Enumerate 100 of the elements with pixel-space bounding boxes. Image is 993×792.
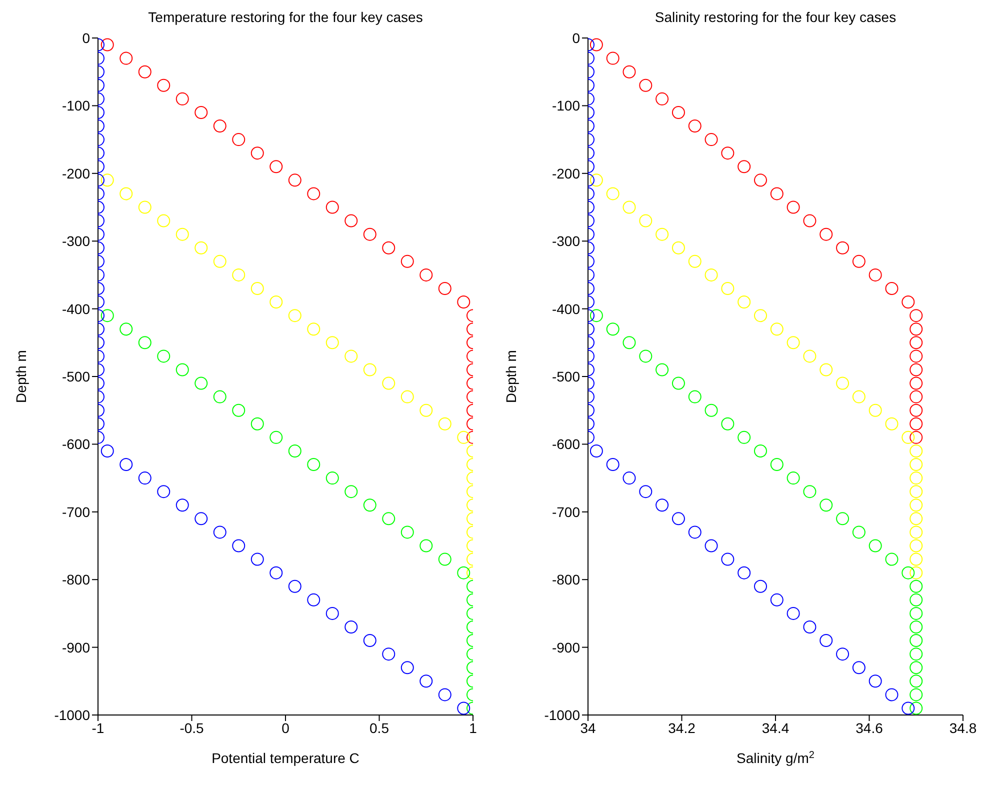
point [910,322,923,336]
point [836,241,850,254]
point [754,444,767,458]
point [363,498,376,512]
point [868,268,882,282]
point [656,228,669,241]
point [910,512,923,526]
point [910,417,923,430]
point [910,593,923,606]
point [606,52,620,65]
point [288,444,302,458]
point [910,674,923,688]
point [836,512,850,526]
point [688,390,702,404]
point [213,254,226,268]
chart-title: Temperature restoring for the four key cases [148,9,423,25]
point [639,350,652,363]
point [786,200,800,214]
point [820,498,833,512]
point [590,309,603,322]
point [910,363,923,376]
point [232,404,246,417]
y-tick-label: -800 [552,572,580,588]
point [910,580,923,593]
y-tick-label: -400 [552,300,580,317]
point [656,92,669,106]
point [910,376,923,390]
y-tick-label: -100 [62,98,90,114]
point [704,268,718,282]
point [270,296,283,309]
point [910,336,923,350]
y-tick-label: -700 [62,504,90,520]
x-tick-label: -1 [92,720,104,736]
point [326,472,339,485]
y-tick-label: -200 [62,165,90,182]
point [885,282,898,295]
point [910,661,923,674]
point [307,322,320,336]
point [868,539,882,552]
point [213,120,226,133]
point [910,444,923,458]
point [606,187,620,200]
point [868,404,882,417]
point [786,472,800,485]
point [852,254,866,268]
x-axis-title: Potential temperature C [212,750,360,766]
point [770,458,784,472]
y-tick-label: -400 [62,300,90,317]
y-tick-label: -300 [552,233,580,250]
point [910,539,923,552]
point [770,187,784,200]
point [910,688,923,702]
point [213,390,226,404]
point [910,526,923,539]
point [606,322,620,336]
point [852,390,866,404]
point [910,552,923,566]
x-tick-label: 0 [282,720,290,736]
point [754,174,767,187]
point [270,430,283,444]
point [852,526,866,539]
point [910,634,923,648]
point [672,376,685,390]
y-tick-label: -300 [62,233,90,250]
point [803,350,816,363]
point [910,485,923,498]
chart-title: Salinity restoring for the four key cases [654,9,896,25]
y-tick-label: -1000 [54,706,90,723]
point [721,146,734,160]
point [738,160,751,174]
point [590,174,603,187]
point [902,566,915,580]
point [590,38,603,52]
x-tick-label: 1 [469,720,478,736]
point [910,648,923,661]
point [639,78,652,92]
point [910,404,923,417]
point [770,322,784,336]
y-axis-title: Depth m [13,350,29,403]
point [194,376,208,390]
y-tick-label: -600 [552,436,580,452]
point [622,65,636,78]
point [902,296,915,309]
y-tick-label: -800 [62,572,90,588]
y-tick-label: -700 [552,504,580,520]
point [786,336,800,350]
y-tick-label: -600 [62,436,90,452]
point [688,120,702,133]
x-tick-label: -0.5 [180,720,204,736]
point [232,133,246,146]
point [688,254,702,268]
point [902,430,915,444]
point [288,309,302,322]
x-axis-title: Salinity g/m$^{2}$ [736,750,815,766]
point [194,241,208,254]
point [622,336,636,350]
point [910,566,923,580]
point [910,606,923,620]
point [754,309,767,322]
point [639,214,652,228]
